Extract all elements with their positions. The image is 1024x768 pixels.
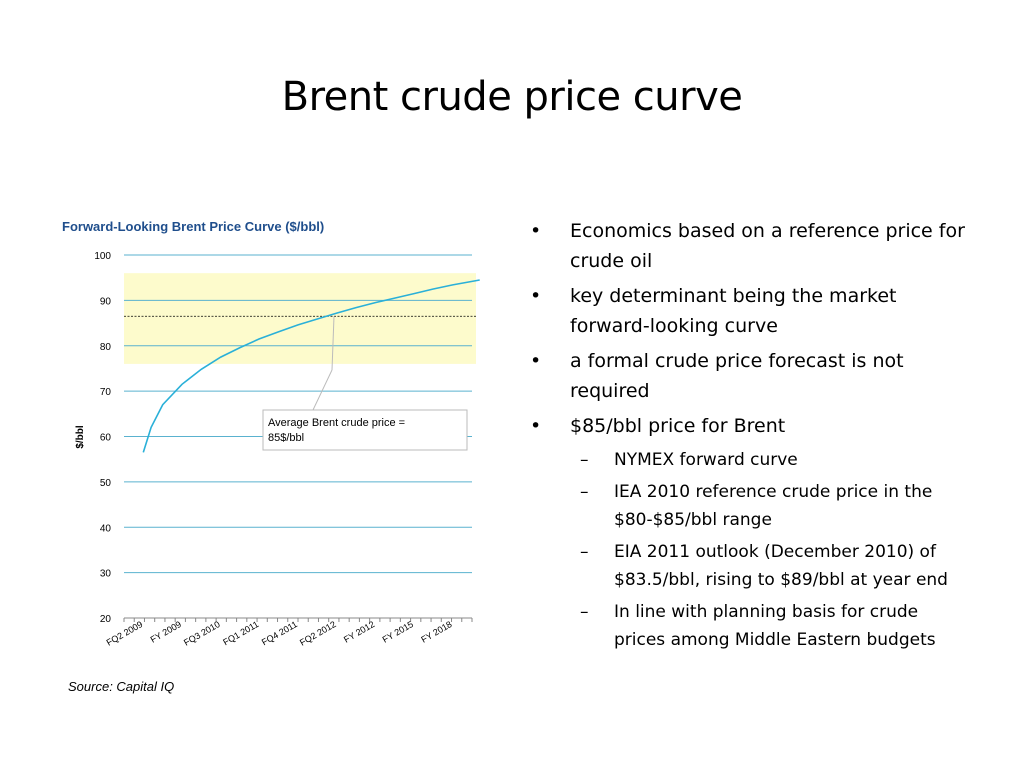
sub-bullet-item: – EIA 2011 outlook (December 2010) of $83… [528,538,968,594]
x-tick-label: FQ2 2012 [298,619,338,648]
y-tick-label: 70 [100,387,112,398]
sub-bullet-item: – In line with planning basis for crude p… [528,598,968,654]
dash-icon: – [580,542,589,562]
y-tick-label: 90 [100,296,112,307]
dash-icon: – [580,450,589,470]
sub-bullet-text: IEA 2010 reference crude price in the $8… [614,482,933,530]
bullet-item: • key determinant being the market forwar… [528,281,968,341]
y-tick-label: 30 [100,569,112,580]
bullet-dot-icon: • [530,220,542,242]
dash-icon: – [580,602,589,622]
sub-bullet-text: EIA 2011 outlook (December 2010) of $83.… [614,542,948,590]
bullet-dot-icon: • [530,285,542,307]
highlight-band [124,273,476,364]
chart-title: Forward-Looking Brent Price Curve ($/bbl… [62,219,325,234]
x-tick-label: FQ1 2011 [221,619,260,647]
callout-text: 85$/bbl [268,432,304,444]
y-tick-label: 80 [100,342,112,353]
bullet-list: • Economics based on a reference price fo… [528,216,968,658]
callout-box [262,409,468,451]
sub-bullet-item: – IEA 2010 reference crude price in the $… [528,478,968,534]
y-axis-label: $/bbl [75,425,86,449]
x-tick-label: FQ4 2011 [260,619,299,647]
callout-leader [312,369,333,411]
x-tick-label: FY 2015 [381,619,415,645]
bullet-dot-icon: • [530,415,542,437]
bullet-text: a formal crude price forecast is not req… [570,350,904,402]
x-tick-label: FY 2009 [149,619,183,645]
x-tick-label: FY 2012 [342,619,376,645]
y-tick-label: 100 [94,251,111,262]
sub-bullet-text: NYMEX forward curve [614,450,798,470]
sub-bullet-item: – NYMEX forward curve [528,446,968,474]
x-tick-label: FY 2018 [419,619,453,645]
y-tick-label: 50 [100,478,112,489]
bullet-text: $85/bbl price for Brent [570,415,786,437]
callout-text: Average Brent crude price = [268,417,405,429]
brent-price-line [142,279,480,453]
callout-leader [331,316,335,371]
bullet-dot-icon: • [530,350,542,372]
y-tick-label: 20 [100,614,112,625]
slide-title: Brent crude price curve [281,74,743,120]
bullet-text: key determinant being the market forward… [570,285,897,337]
y-tick-label: 40 [100,523,112,534]
bullet-item: • $85/bbl price for Brent [528,411,968,441]
y-tick-label: 60 [100,433,112,444]
x-tick-label: FQ3 2010 [182,619,222,648]
bullet-item: • a formal crude price forecast is not re… [528,346,968,406]
bullet-text: Economics based on a reference price for… [570,220,965,272]
sub-bullet-text: In line with planning basis for crude pr… [614,602,936,650]
source-note: Source: Capital IQ [68,679,175,694]
bullet-item: • Economics based on a reference price fo… [528,216,968,276]
dash-icon: – [580,482,589,502]
